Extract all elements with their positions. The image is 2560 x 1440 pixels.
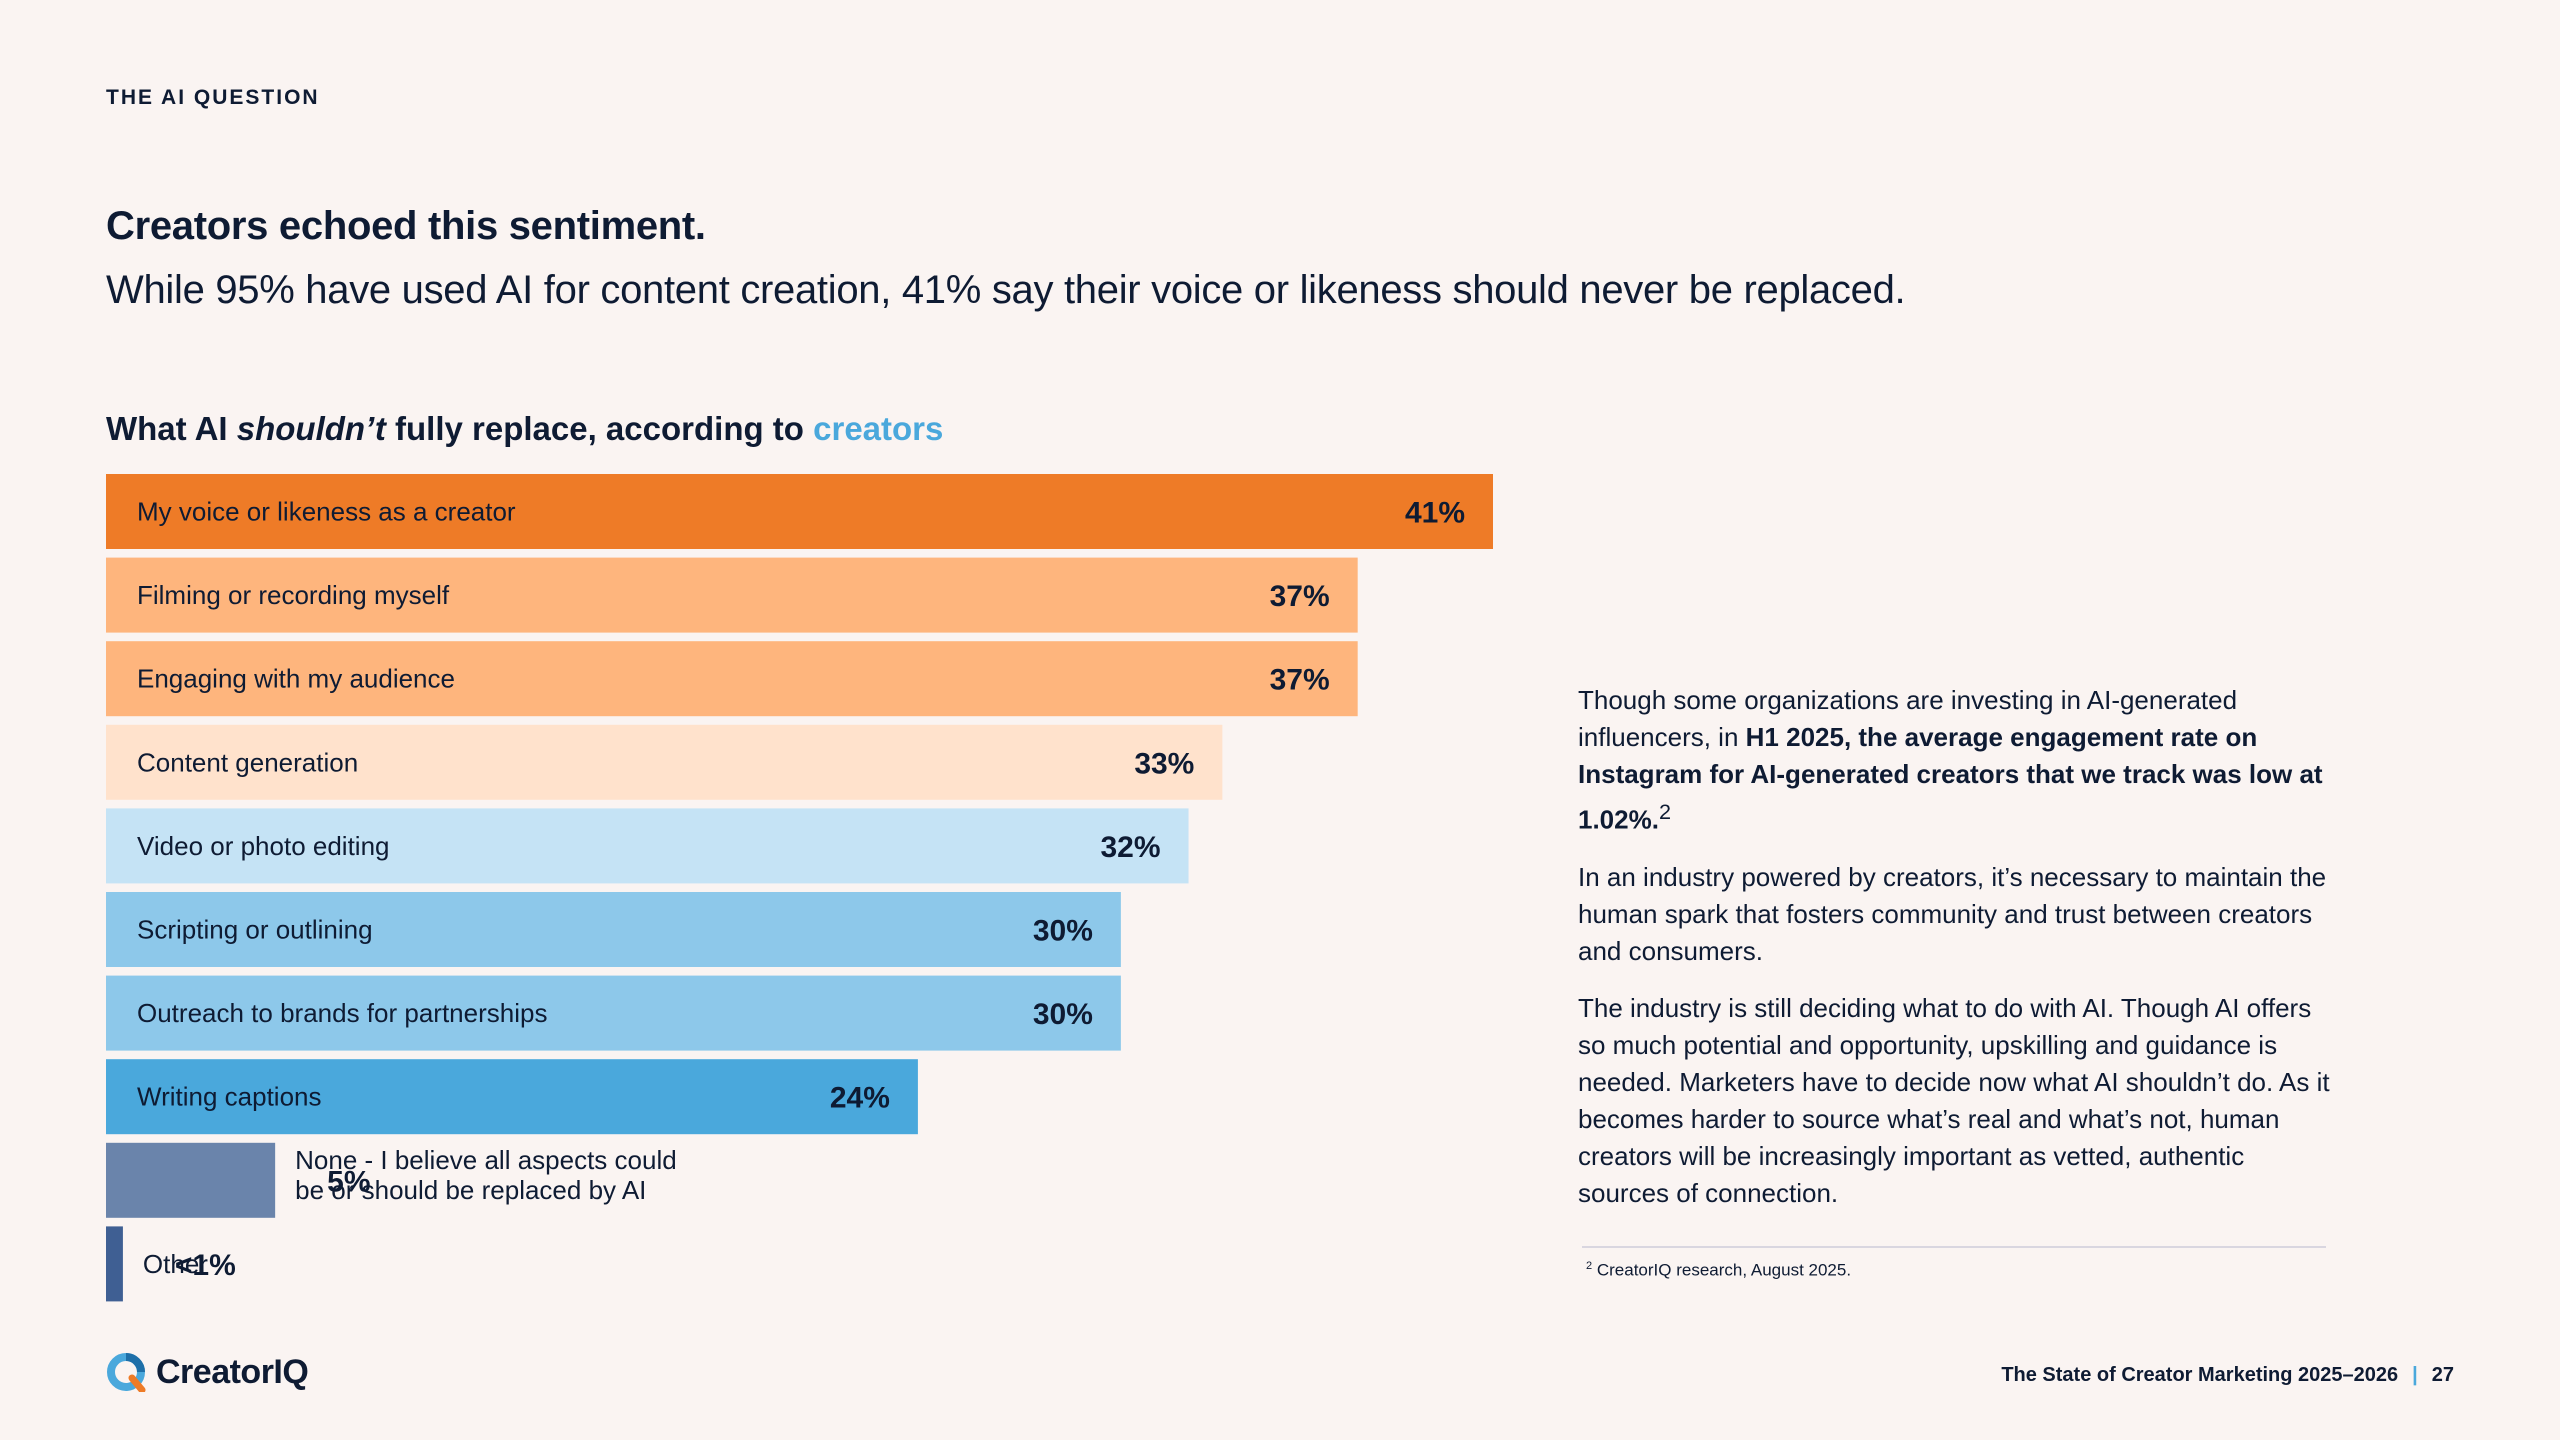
bar-row: Filming or recording myself 37% [106, 557, 1358, 633]
creatoriq-logo-icon [107, 1353, 146, 1392]
bar-row: Engaging with my audience 37% [106, 641, 1358, 717]
bar-chart: My voice or likeness as a creator 41% Film… [106, 474, 1493, 1302]
bar [106, 1059, 918, 1135]
bar-label: None - I believe all aspects could be or … [295, 1145, 677, 1205]
bar-value-label: 30% [1033, 915, 1093, 948]
chart-title-part2: fully replace, according to [385, 410, 814, 447]
bar-label: Outreach to brands for partnerships [137, 998, 547, 1028]
footer-separator: | [2412, 1364, 2418, 1386]
side-paragraph-1-text: Though some organizations are investing … [1578, 685, 2238, 752]
bar-label: Video or photo editing [137, 831, 390, 861]
bar [106, 1142, 276, 1218]
bar-row: Writing captions 24% [106, 1059, 918, 1135]
bar-value-label: 33% [1134, 747, 1194, 780]
report-name: The State of Creator Marketing 2025–2026 [2001, 1364, 2399, 1386]
bar-label: Writing captions [137, 1082, 322, 1112]
side-paragraph-1-sup: 2 [1658, 799, 1671, 824]
chart-title-accent: creators [813, 410, 944, 447]
page-headline: Creators echoed this sentiment. [106, 204, 706, 248]
side-commentary: Though some organizations are investing … [1578, 682, 2338, 1232]
bar-label: Other [143, 1249, 208, 1279]
footnote-text: CreatorIQ research, August 2025. [1596, 1260, 1852, 1280]
bar [106, 1226, 123, 1302]
side-paragraph-1: Though some organizations are investing … [1578, 682, 2338, 839]
side-paragraph-1-bold: H1 2025, the average engagement rate on … [1578, 722, 2323, 835]
section-label: THE AI QUESTION [106, 86, 320, 109]
side-paragraph-2: In an industry powered by creators, it’s… [1578, 861, 2327, 966]
bar-value-label: 32% [1100, 831, 1160, 864]
bar-row: Outreach to brands for partnerships 30% [106, 975, 1121, 1051]
bar-label: Scripting or outlining [137, 915, 373, 945]
bar-label-line: None - I believe all aspects could [295, 1145, 677, 1175]
bar [106, 557, 1358, 633]
bar-label: Content generation [137, 747, 358, 777]
page-subheadline: While 95% have used AI for content creat… [106, 268, 1906, 312]
bar [106, 808, 1189, 884]
bar-row: Other<1% [106, 1226, 236, 1302]
bar-label-line: be or should be replaced by AI [295, 1175, 646, 1205]
bar-value-label: 37% [1270, 664, 1330, 697]
bar-value-label: 41% [1405, 497, 1465, 530]
bar-row: Content generation 33% [106, 724, 1223, 800]
bar-label: Filming or recording myself [137, 580, 450, 610]
bar-row: My voice or likeness as a creator 41% [106, 474, 1493, 549]
bar-row: None - I believe all aspects could be or … [106, 1142, 677, 1218]
side-paragraph-3: The industry is still deciding what to d… [1578, 992, 2330, 1208]
brand-logo: CreatorIQ [106, 1352, 309, 1392]
bar-label: My voice or likeness as a creator [137, 497, 516, 527]
chart-title-emphasis: shouldn’t [236, 410, 386, 447]
bar-value-label: 24% [830, 1082, 890, 1115]
bar-value-label: 30% [1033, 998, 1093, 1031]
footnote-divider [1582, 1246, 2326, 1248]
bar-value-label: <1% [175, 1249, 236, 1282]
bar [106, 975, 1121, 1051]
bar [106, 892, 1121, 967]
logo-wordmark: CreatorIQ [156, 1352, 309, 1391]
bar-value-label: 5% [327, 1165, 370, 1198]
page-number: 27 [2431, 1364, 2454, 1386]
bar [106, 724, 1223, 800]
bar-label: Engaging with my audience [137, 664, 455, 694]
bar [106, 641, 1358, 717]
footnote: 2 CreatorIQ research, August 2025. [1586, 1260, 1851, 1281]
bar-row: Video or photo editing 32% [106, 808, 1189, 884]
chart-title-part1: What AI [106, 410, 237, 447]
bar [106, 474, 1493, 549]
bar-value-label: 37% [1270, 580, 1330, 613]
chart-title: What AI shouldn’t fully replace, accordi… [106, 410, 943, 448]
page-footer: The State of Creator Marketing 2025–2026… [2001, 1364, 2454, 1387]
bar-row: Scripting or outlining 30% [106, 892, 1121, 967]
footnote-marker: 2 [1586, 1260, 1593, 1272]
